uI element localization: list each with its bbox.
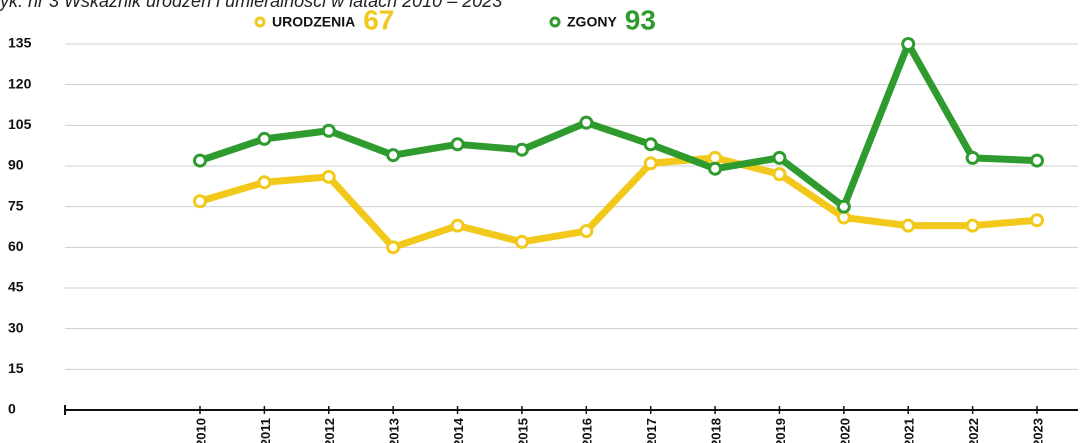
legend-label: ZGONY xyxy=(567,14,617,30)
legend-marker xyxy=(549,16,561,28)
x-tick-label: 2011 xyxy=(258,418,273,443)
x-tick-label: 2021 xyxy=(902,418,917,443)
data-point xyxy=(1030,213,1044,228)
data-point xyxy=(514,142,529,157)
x-tick-label: 2020 xyxy=(837,418,852,443)
data-point xyxy=(450,218,465,233)
x-tick-label: 2015 xyxy=(515,418,530,443)
legend-value: 67 xyxy=(363,4,394,35)
x-tick-label: 2017 xyxy=(644,418,659,443)
data-point xyxy=(901,218,916,233)
x-tick-label: 2023 xyxy=(1030,418,1045,443)
x-tick-label: 2012 xyxy=(322,418,337,443)
data-point xyxy=(1030,153,1044,168)
y-tick-label: 90 xyxy=(8,157,24,173)
data-point xyxy=(386,148,401,163)
y-tick-label: 135 xyxy=(8,35,32,51)
data-point xyxy=(772,150,787,165)
y-tick-label: 75 xyxy=(8,197,24,213)
data-point xyxy=(836,199,851,214)
data-point xyxy=(643,137,658,152)
data-point xyxy=(193,194,207,209)
y-tick-label: 30 xyxy=(8,319,24,335)
series-line xyxy=(199,154,1038,251)
legend-marker xyxy=(254,16,266,28)
data-point xyxy=(579,224,594,239)
data-point xyxy=(193,153,207,168)
data-point xyxy=(257,175,272,190)
data-point xyxy=(708,161,723,176)
y-tick-label: 0 xyxy=(8,401,16,417)
chart-title: yk. nr 3 Wskaźnik urodzeń i umieralności… xyxy=(0,0,502,11)
x-tick-label: 2019 xyxy=(773,418,788,443)
x-tick-label: 2018 xyxy=(709,418,724,443)
data-point xyxy=(579,115,594,130)
data-point xyxy=(643,156,658,171)
data-point xyxy=(386,240,401,255)
data-point xyxy=(321,169,336,184)
legend-value: 93 xyxy=(625,4,656,35)
data-point xyxy=(257,131,272,146)
x-tick-label: 2010 xyxy=(193,418,208,443)
y-tick-label: 15 xyxy=(8,360,24,376)
y-tick-label: 105 xyxy=(8,116,32,132)
data-point xyxy=(321,123,336,138)
x-tick-label: 2013 xyxy=(387,418,402,443)
x-tick-label: 2022 xyxy=(966,418,981,443)
data-point xyxy=(965,150,980,165)
data-point xyxy=(901,37,916,51)
y-tick-label: 45 xyxy=(8,279,24,295)
y-tick-label: 120 xyxy=(8,75,32,91)
x-tick-label: 2016 xyxy=(580,418,595,443)
data-point xyxy=(965,218,980,233)
data-point xyxy=(514,234,529,249)
series-line xyxy=(198,40,1038,211)
y-tick-label: 60 xyxy=(8,238,24,254)
data-point xyxy=(450,137,465,152)
data-point xyxy=(772,167,787,182)
x-tick-label: 2014 xyxy=(451,417,466,443)
legend-label: URODZENIA xyxy=(272,14,355,30)
